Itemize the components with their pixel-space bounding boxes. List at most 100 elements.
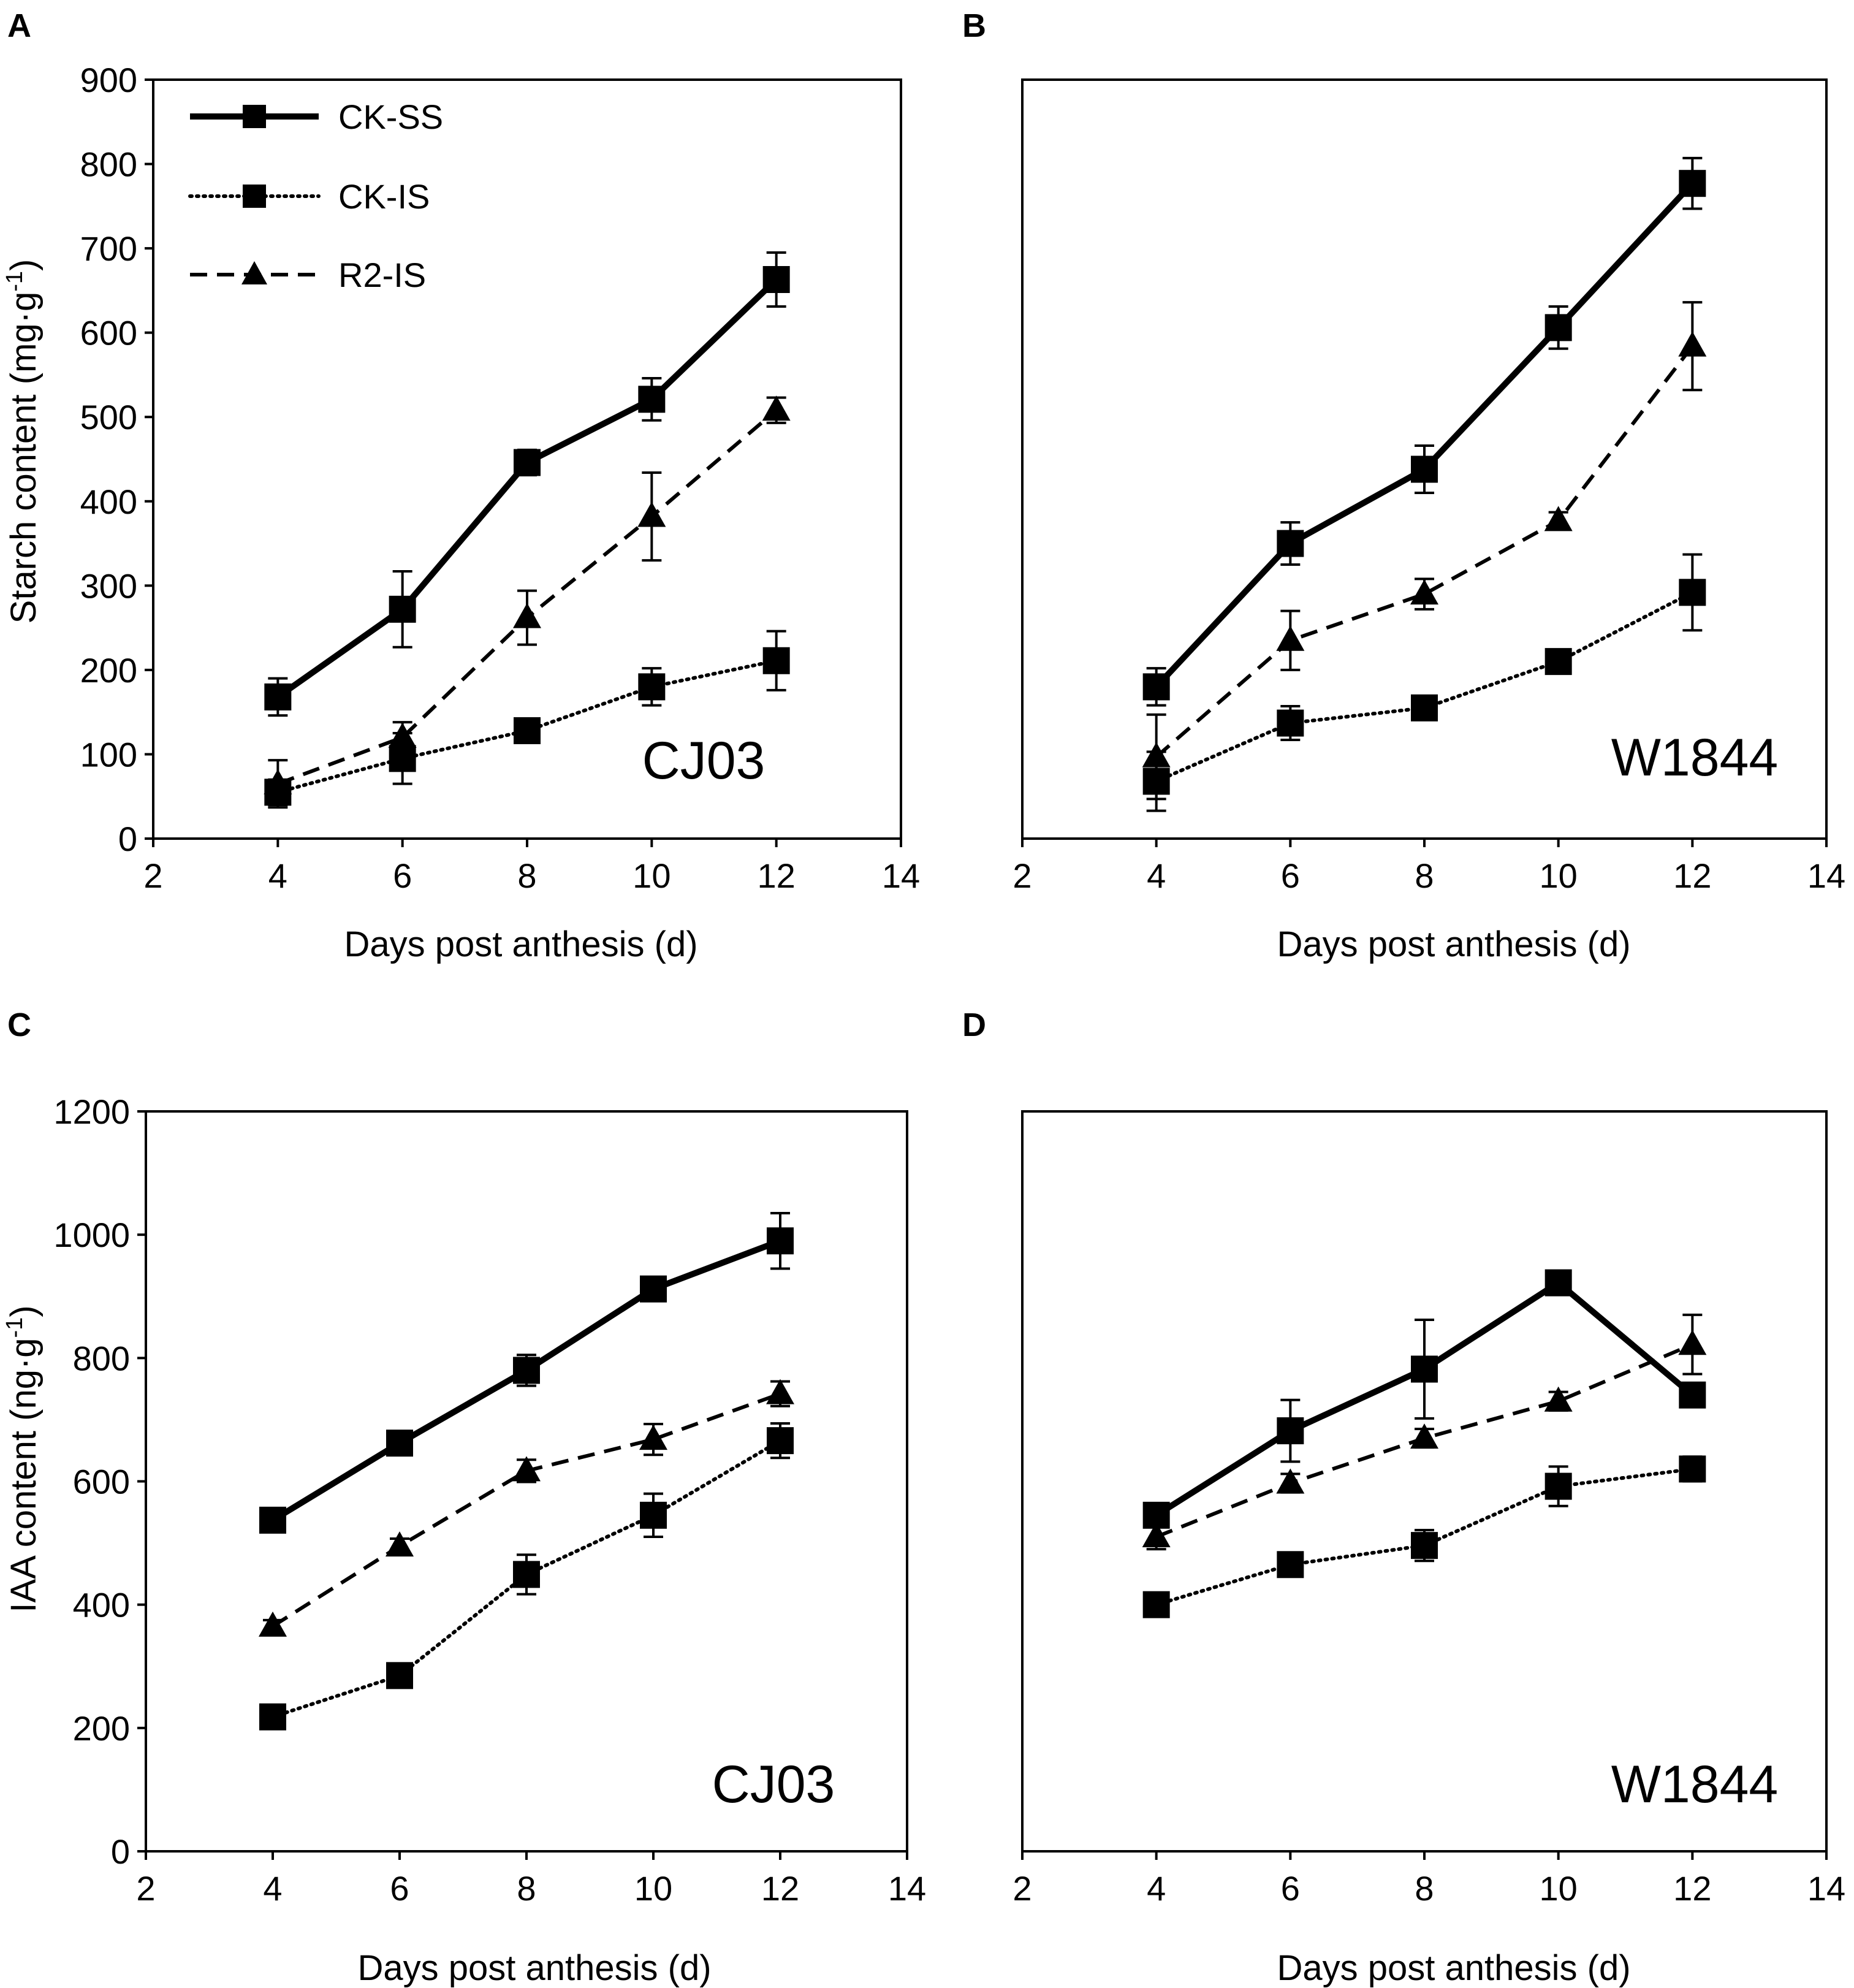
marker-b-r2-is-12 bbox=[1678, 331, 1707, 357]
marker-a-ck-is-12 bbox=[762, 647, 790, 674]
marker-c-ck-is-8 bbox=[513, 1561, 540, 1588]
y-tick-label-c-1000: 1000 bbox=[53, 1216, 130, 1254]
marker-d-r2-is-8 bbox=[1410, 1423, 1438, 1449]
y-axis-label-a: Starch content (mg·g-1) bbox=[2, 259, 44, 624]
marker-a-ck-is-10 bbox=[638, 673, 666, 701]
y-tick-label-a-0: 0 bbox=[118, 820, 137, 858]
legend: CK-SS CK-IS R2-IS bbox=[188, 97, 443, 294]
marker-d-r2-is-6 bbox=[1276, 1468, 1305, 1494]
marker-c-ck-is-4 bbox=[259, 1703, 286, 1731]
panel-c: C 2 4 6 8 10 12 14 0 200 400 600 800 1000 1200 CJ03 D… bbox=[2, 1007, 926, 1988]
y-tick-label-c-1200: 1200 bbox=[53, 1092, 130, 1131]
marker-c-ck-is-12 bbox=[767, 1427, 794, 1455]
marker-c-r2-is-10 bbox=[639, 1425, 667, 1450]
series-line-b-r2-is bbox=[1155, 345, 1694, 758]
marker-d-r2-is-12 bbox=[1678, 1330, 1707, 1355]
legend-label-ck-ss: CK-SS bbox=[338, 97, 443, 136]
x-tick-label-b-14: 14 bbox=[1807, 856, 1845, 895]
cultivar-label-c: CJ03 bbox=[712, 1755, 835, 1814]
legend-marker-ck-is bbox=[243, 185, 266, 208]
x-tick-label-c-6: 6 bbox=[390, 1869, 409, 1908]
y-tick-label-c-200: 200 bbox=[73, 1709, 130, 1748]
x-tick-label-d-10: 10 bbox=[1540, 1869, 1578, 1908]
x-tick-label-b-6: 6 bbox=[1281, 856, 1300, 895]
x-tick-label-a-2: 2 bbox=[143, 856, 162, 895]
marker-c-ck-ss-4 bbox=[259, 1506, 286, 1534]
y-tick-label-a-800: 800 bbox=[80, 145, 137, 184]
marker-d-r2-is-10 bbox=[1544, 1386, 1573, 1412]
y-tick-label-c-400: 400 bbox=[73, 1586, 130, 1624]
marker-b-ck-ss-12 bbox=[1679, 170, 1706, 197]
marker-b-ck-ss-10 bbox=[1544, 314, 1572, 341]
x-tick-label-c-2: 2 bbox=[136, 1869, 155, 1908]
marker-a-r2-is-4 bbox=[264, 769, 292, 794]
marker-d-ck-is-8 bbox=[1411, 1532, 1438, 1560]
marker-a-ck-ss-12 bbox=[762, 266, 790, 294]
panel-letter-b: B bbox=[962, 7, 986, 44]
marker-b-ck-is-12 bbox=[1679, 579, 1706, 606]
marker-a-r2-is-10 bbox=[637, 501, 666, 527]
marker-a-r2-is-12 bbox=[762, 395, 791, 421]
x-tick-label-c-10: 10 bbox=[634, 1869, 672, 1908]
x-tick-label-d-2: 2 bbox=[1012, 1869, 1031, 1908]
x-tick-label-b-4: 4 bbox=[1147, 856, 1166, 895]
marker-a-r2-is-6 bbox=[388, 722, 417, 748]
marker-d-ck-is-6 bbox=[1277, 1551, 1304, 1579]
marker-c-ck-ss-6 bbox=[386, 1430, 413, 1457]
marker-c-ck-ss-10 bbox=[640, 1275, 667, 1303]
series-line-b-ck-ss bbox=[1154, 181, 1695, 689]
marker-c-ck-is-6 bbox=[386, 1662, 413, 1689]
x-tick-label-a-12: 12 bbox=[758, 856, 796, 895]
y-tick-label-a-300: 300 bbox=[80, 566, 137, 605]
marker-b-r2-is-6 bbox=[1276, 625, 1305, 651]
x-tick-label-d-12: 12 bbox=[1673, 1869, 1711, 1908]
y-tick-label-c-800: 800 bbox=[73, 1339, 130, 1377]
x-tick-label-a-4: 4 bbox=[268, 856, 287, 895]
marker-b-ck-is-10 bbox=[1544, 648, 1572, 676]
marker-c-r2-is-6 bbox=[386, 1531, 414, 1557]
marker-d-ck-is-10 bbox=[1544, 1472, 1572, 1500]
marker-d-ck-ss-12 bbox=[1679, 1381, 1706, 1409]
marker-d-r2-is-4 bbox=[1142, 1522, 1171, 1548]
x-tick-label-b-2: 2 bbox=[1012, 856, 1031, 895]
panel-letter-c: C bbox=[7, 1007, 31, 1043]
legend-entry-ck-ss: CK-SS bbox=[190, 97, 443, 136]
y-axis-label-c: IAA content (ng·g-1) bbox=[2, 1305, 44, 1612]
x-tick-label-c-4: 4 bbox=[263, 1869, 282, 1908]
y-tick-label-c-600: 600 bbox=[73, 1463, 130, 1501]
marker-b-ck-ss-4 bbox=[1142, 673, 1170, 701]
marker-d-ck-ss-10 bbox=[1544, 1269, 1572, 1297]
marker-c-ck-ss-12 bbox=[767, 1227, 794, 1255]
marker-d-ck-is-4 bbox=[1142, 1591, 1170, 1618]
legend-marker-ck-ss bbox=[243, 105, 266, 128]
marker-b-r2-is-4 bbox=[1142, 742, 1171, 767]
x-tick-label-b-12: 12 bbox=[1673, 856, 1711, 895]
x-axis-label-b: Days post anthesis (d) bbox=[1277, 924, 1630, 964]
marker-a-ck-ss-6 bbox=[389, 595, 416, 623]
marker-c-r2-is-12 bbox=[766, 1379, 794, 1404]
x-tick-label-d-8: 8 bbox=[1415, 1869, 1434, 1908]
plot-c: 2 4 6 8 10 12 14 0 200 400 600 800 1000 1200 bbox=[53, 1092, 926, 1908]
x-tick-label-c-14: 14 bbox=[888, 1869, 926, 1908]
marker-b-r2-is-8 bbox=[1410, 579, 1438, 605]
marker-c-ck-is-10 bbox=[640, 1501, 667, 1529]
x-tick-label-c-8: 8 bbox=[517, 1869, 536, 1908]
marker-c-r2-is-8 bbox=[512, 1456, 541, 1482]
x-tick-label-a-6: 6 bbox=[393, 856, 412, 895]
panel-a: A 2 4 6 8 10 12 14 0 100 200 300 400 500 600 700 800 900… bbox=[2, 7, 920, 964]
y-tick-label-a-600: 600 bbox=[80, 314, 137, 352]
y-tick-label-a-200: 200 bbox=[80, 651, 137, 690]
y-tick-label-a-400: 400 bbox=[80, 482, 137, 521]
x-tick-label-a-8: 8 bbox=[517, 856, 536, 895]
x-tick-label-d-6: 6 bbox=[1281, 1869, 1300, 1908]
x-tick-label-a-14: 14 bbox=[882, 856, 920, 895]
panel-letter-d: D bbox=[962, 1007, 986, 1043]
cultivar-label-a: CJ03 bbox=[642, 731, 766, 790]
panel-d: D 2 4 6 8 10 12 14 W1844 Days post anthesis (d… bbox=[962, 1007, 1845, 1988]
x-axis-label-d: Days post anthesis (d) bbox=[1277, 1948, 1630, 1988]
panel-letter-a: A bbox=[7, 7, 31, 44]
marker-d-ck-ss-8 bbox=[1411, 1355, 1438, 1383]
cultivar-label-b: W1844 bbox=[1611, 728, 1779, 787]
marker-a-ck-ss-4 bbox=[264, 683, 292, 710]
marker-b-ck-ss-6 bbox=[1277, 530, 1304, 557]
